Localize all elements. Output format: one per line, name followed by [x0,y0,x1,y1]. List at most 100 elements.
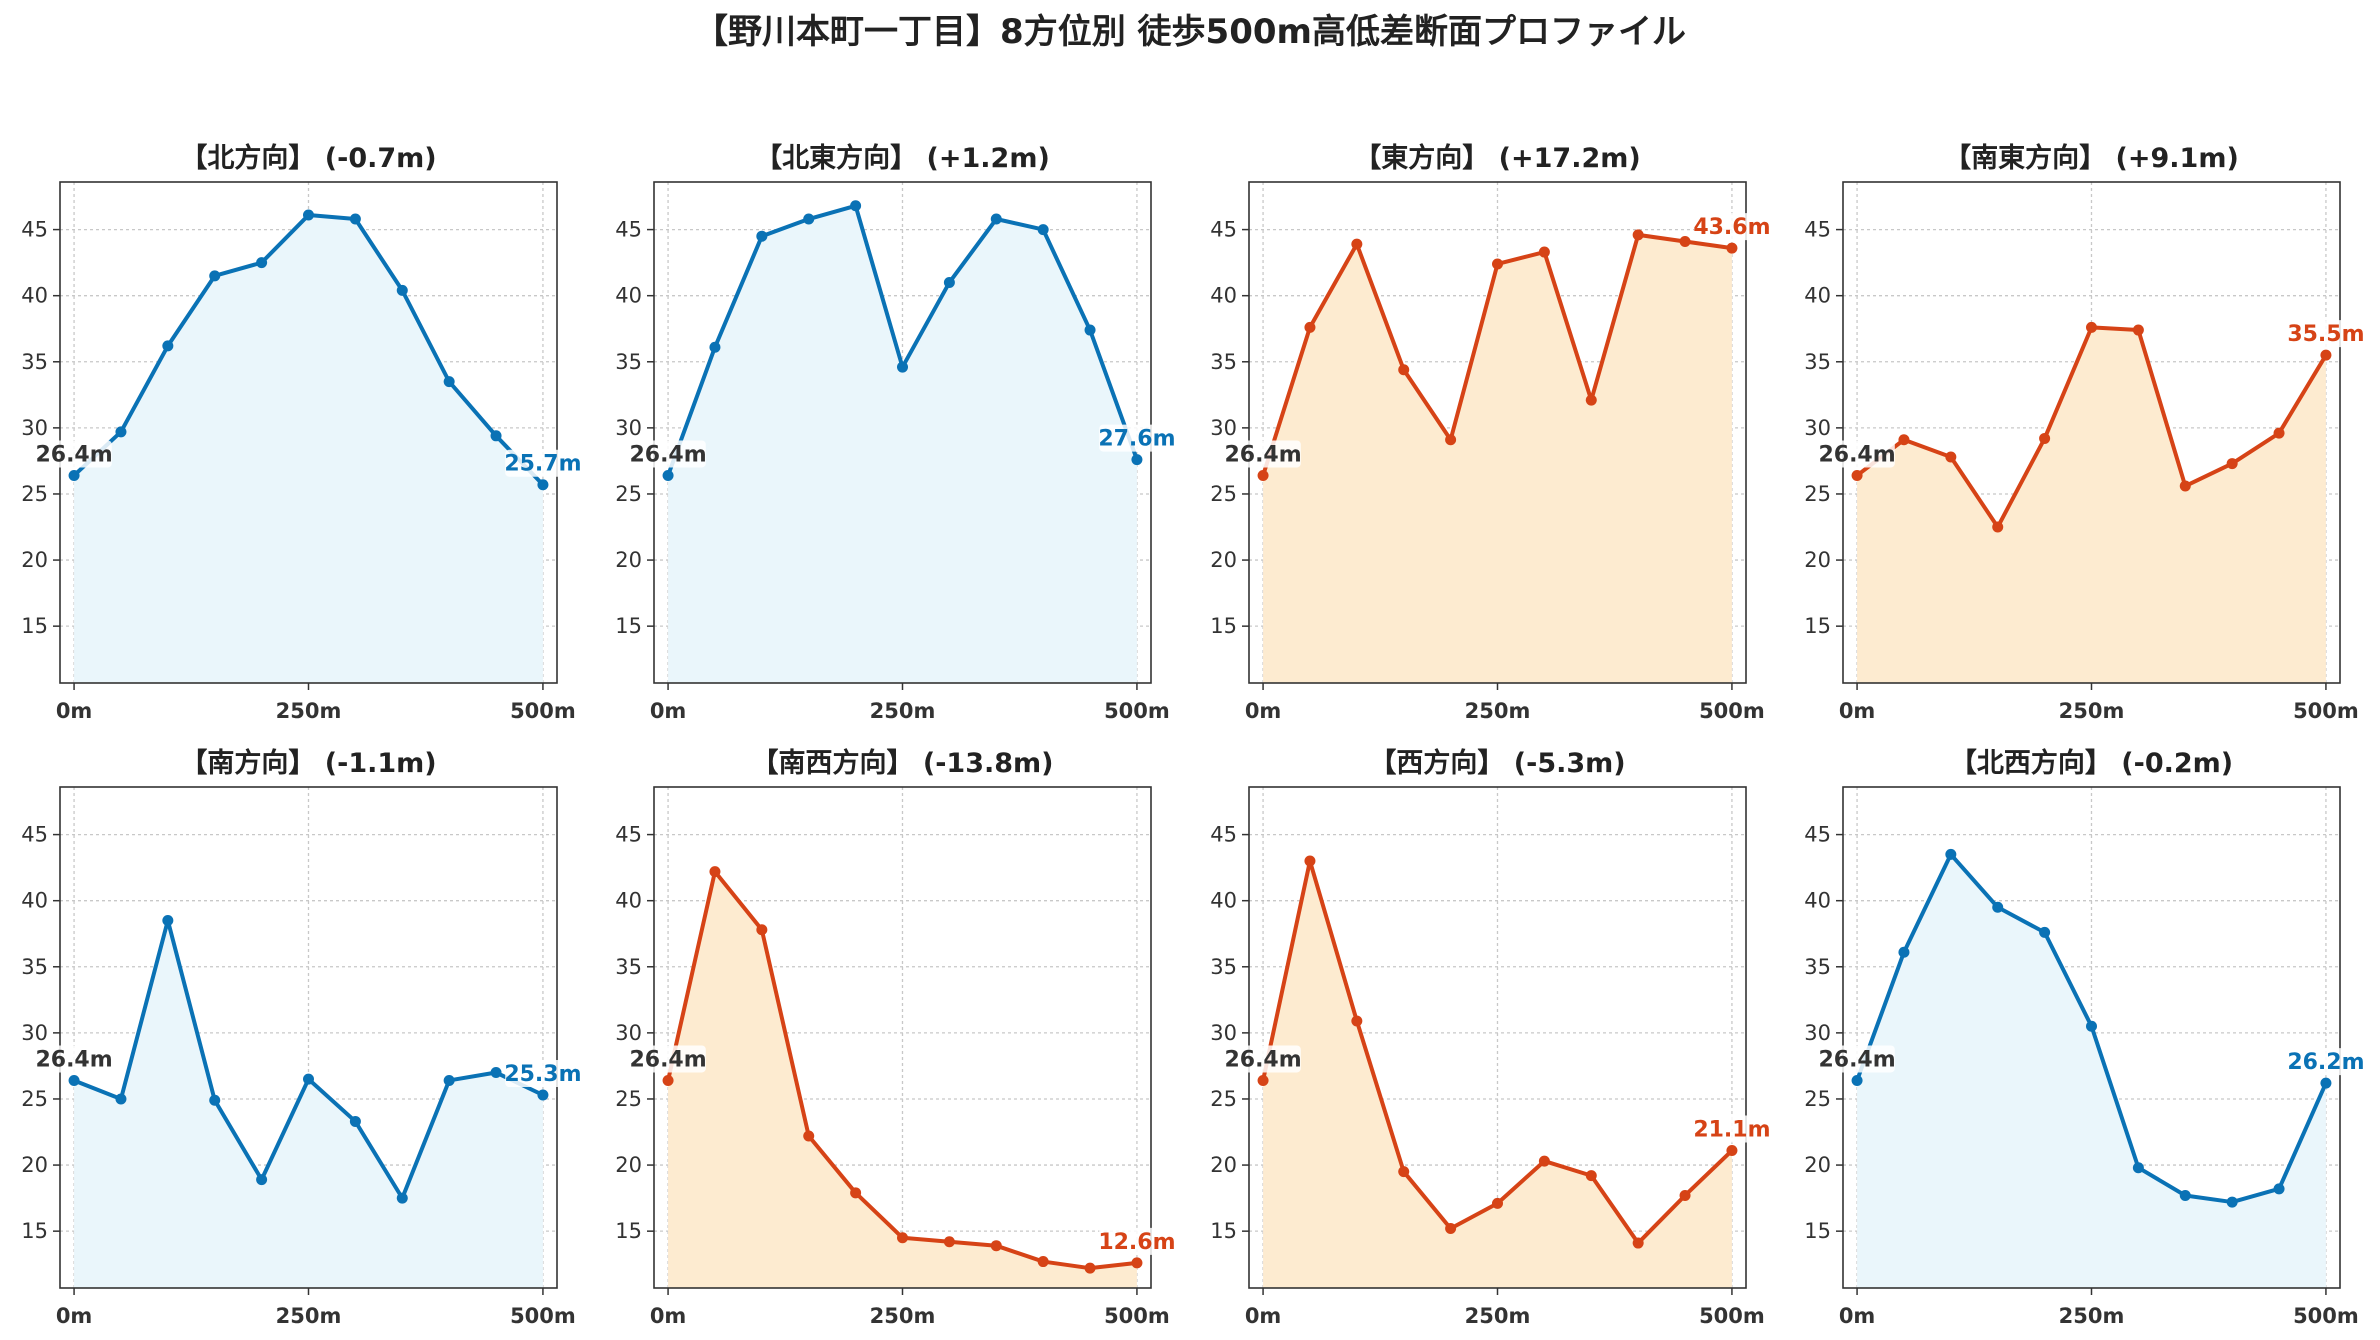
end-value-label-bg [505,449,581,477]
y-tick-label: 30 [21,416,48,440]
y-tick-label: 25 [21,482,48,506]
data-point [803,1130,815,1142]
end-value-label: 27.6m [1098,424,1176,452]
area-fill [668,871,1137,1288]
data-point [396,284,408,296]
y-tick-label: 35 [615,350,642,374]
data-point [490,1067,502,1079]
y-tick-label: 20 [1804,548,1831,572]
y-tick-label: 15 [1210,614,1237,638]
data-point [1084,324,1096,336]
y-tick-label: 35 [1804,955,1831,979]
x-tick-label: 250m [870,699,936,723]
data-point [709,866,721,878]
x-tick-label: 0m [1245,699,1282,723]
start-value-label-text: 26.4m [1818,1047,1895,1072]
end-value-label: 26.2m [2287,1048,2365,1076]
start-value-label: 26.4m [35,440,113,468]
data-point [1492,258,1503,270]
start-value-label-bg [1225,440,1301,468]
data-point [1851,469,1863,481]
x-tick-label: 500m [1699,1304,1765,1328]
data-point [1538,1155,1550,1167]
data-point [1398,364,1410,376]
data-point [1131,1257,1143,1269]
y-tick-label: 15 [1804,614,1831,638]
end-value-label: 35.5m [2287,320,2365,348]
data-point [2179,1189,2191,1201]
y-tick-label: 35 [1804,350,1831,374]
data-point [897,361,908,373]
data-point [709,341,721,353]
x-tick-label: 0m [650,1304,687,1328]
chart-panel: 【東方向】 (+17.2m) 15 20 25 30 35 40 45 0m 250m 500m 26… [1210,142,1770,723]
y-tick-label: 30 [615,416,642,440]
y-tick-label: 15 [21,1219,48,1243]
data-point [2226,458,2238,470]
end-value-label-text: 27.6m [1098,427,1175,452]
data-point [2179,480,2191,492]
end-value-label: 25.7m [504,449,582,477]
y-tick-label: 15 [1804,1219,1831,1243]
start-value-label: 26.4m [35,1045,113,1073]
y-tick-label: 30 [615,1021,642,1045]
data-point [2226,1196,2238,1208]
data-point [209,270,221,282]
data-point [1351,238,1363,250]
data-point [303,1073,314,1085]
y-tick-label: 45 [1210,218,1237,242]
start-value-label-text: 26.4m [1224,1047,1301,1072]
panel-title: 【北西方向】 (-0.2m) [1950,747,2233,779]
data-point [1131,454,1143,466]
chart-panel: 【北西方向】 (-0.2m) 15 20 25 30 35 40 45 0m 250m 500m 26… [1804,747,2364,1328]
y-tick-label: 15 [21,614,48,638]
y-tick-label: 40 [1804,284,1831,308]
data-point [1445,434,1457,446]
y-tick-label: 25 [615,1087,642,1111]
chart-panel: 【南方向】 (-1.1m) 15 20 25 30 35 40 45 0m 250m 500m 26.… [21,747,581,1328]
start-value-label-text: 26.4m [629,442,706,467]
data-point [1037,1256,1049,1268]
data-point [1898,946,1910,958]
data-point [2086,321,2097,333]
data-point [1945,848,1957,860]
start-value-label-text: 26.4m [35,442,112,467]
start-value-label: 26.4m [629,440,707,468]
y-tick-label: 45 [615,823,642,847]
x-tick-label: 500m [2293,699,2359,723]
data-point [1898,434,1910,446]
x-tick-label: 250m [1465,1304,1531,1328]
data-point [2132,1162,2144,1174]
y-tick-label: 45 [615,218,642,242]
x-tick-label: 0m [650,699,687,723]
y-tick-label: 35 [1210,955,1237,979]
x-tick-label: 500m [510,1304,576,1328]
end-value-label: 25.3m [504,1060,582,1088]
start-value-label-bg [36,440,112,468]
y-tick-label: 45 [1210,823,1237,847]
end-value-label-bg [1099,424,1175,452]
y-tick-label: 20 [1804,1153,1831,1177]
x-tick-label: 0m [1839,1304,1876,1328]
chart-panel: 【西方向】 (-5.3m) 15 20 25 30 35 40 45 0m 250m 500m 26.… [1210,747,1770,1328]
panel-title: 【西方向】 (-5.3m) [1369,747,1625,779]
data-point [1992,901,2004,913]
x-tick-label: 250m [2059,1304,2125,1328]
data-point [1351,1015,1363,1027]
data-point [162,915,174,927]
data-point [443,376,455,388]
y-tick-label: 35 [21,955,48,979]
data-point [68,469,80,481]
data-point [1304,855,1316,867]
end-value-label-text: 35.5m [2287,322,2364,347]
y-tick-label: 25 [21,1087,48,1111]
data-point [490,430,502,442]
y-tick-label: 45 [1804,218,1831,242]
y-tick-label: 40 [615,284,642,308]
data-point [2086,1020,2097,1032]
y-tick-label: 30 [1804,1021,1831,1045]
data-point [803,213,815,225]
data-point [115,1093,127,1105]
start-value-label: 26.4m [1224,1045,1302,1073]
